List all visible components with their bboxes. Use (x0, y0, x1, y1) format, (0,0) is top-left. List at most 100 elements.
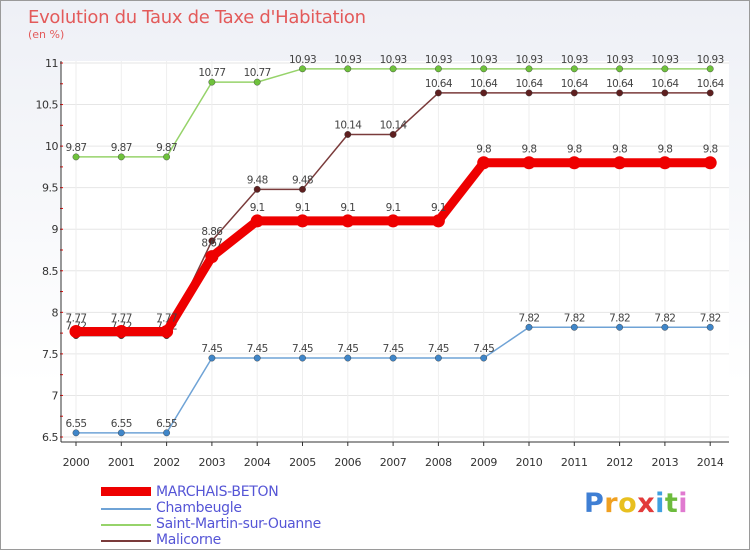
data-label-chambeugle: 7.82 (609, 312, 630, 324)
data-label-marchais-beton: 9.8 (522, 144, 537, 156)
data-label-chambeugle: 6.55 (66, 418, 87, 430)
data-point-marchais-beton (69, 324, 83, 338)
data-label-marchais-beton: 9.8 (567, 144, 582, 156)
data-label-marchais-beton: 8.67 (201, 238, 222, 250)
data-label-malicorne: 10.64 (425, 78, 453, 90)
data-point-chambeugle (616, 323, 623, 331)
y-tick-label: 11 (45, 57, 58, 70)
data-point-saint-martin-sur-ouanne (72, 153, 80, 161)
logo-letter: i (655, 488, 665, 519)
data-point-malicorne (525, 89, 533, 97)
data-label-chambeugle: 7.45 (292, 343, 313, 355)
data-point-marchais-beton (341, 214, 355, 228)
data-point-saint-martin-sur-ouanne (117, 153, 125, 161)
data-label-malicorne: 10.64 (606, 78, 634, 90)
x-tick-label: 2002 (153, 456, 180, 469)
data-point-saint-martin-sur-ouanne (706, 65, 714, 73)
data-label-marchais-beton: 9.1 (295, 202, 310, 214)
data-label-chambeugle: 6.55 (156, 418, 177, 430)
y-tick-label: 10 (45, 140, 58, 153)
data-label-saint-martin-sur-ouanne: 9.87 (156, 142, 177, 154)
plot-area (61, 61, 729, 442)
x-tick-label: 2006 (334, 456, 361, 469)
data-point-marchais-beton (296, 214, 309, 228)
data-label-marchais-beton: 7.77 (156, 312, 177, 324)
data-point-chambeugle (434, 354, 442, 362)
y-tick-label: 8.5 (42, 265, 58, 278)
data-point-malicorne (570, 89, 578, 97)
data-point-saint-martin-sur-ouanne (208, 78, 216, 86)
data-point-chambeugle (525, 323, 533, 331)
data-point-chambeugle (208, 354, 216, 362)
data-point-chambeugle (299, 354, 306, 362)
data-label-saint-martin-sur-ouanne: 10.93 (697, 54, 724, 66)
data-label-saint-martin-sur-ouanne: 10.93 (470, 54, 497, 66)
data-point-marchais-beton (477, 156, 491, 170)
legend-swatch-chambeugle (101, 508, 151, 510)
x-tick-label: 2012 (606, 456, 633, 469)
x-tick-label: 2013 (652, 456, 679, 469)
data-label-marchais-beton: 9.1 (431, 202, 446, 214)
data-label-marchais-beton: 9.8 (657, 144, 672, 156)
data-point-chambeugle (480, 354, 488, 362)
data-point-saint-martin-sur-ouanne (570, 65, 578, 73)
y-tick-label: 7.5 (42, 348, 58, 361)
data-label-malicorne: 8.86 (201, 226, 223, 238)
data-point-malicorne (253, 185, 261, 193)
data-label-malicorne: 10.14 (380, 119, 408, 131)
data-point-marchais-beton (431, 214, 445, 228)
data-label-marchais-beton: 7.77 (66, 312, 87, 324)
data-label-marchais-beton: 9.1 (340, 202, 355, 214)
chart-title: Evolution du Taux de Taxe d'Habitation (28, 7, 366, 28)
y-tick-label: 9.5 (42, 182, 58, 195)
data-label-saint-martin-sur-ouanne: 10.93 (425, 54, 452, 66)
data-label-saint-martin-sur-ouanne: 10.93 (289, 54, 316, 66)
data-label-marchais-beton: 9.8 (703, 144, 718, 156)
data-point-saint-martin-sur-ouanne (163, 153, 171, 161)
data-label-saint-martin-sur-ouanne: 10.93 (334, 54, 361, 66)
data-label-malicorne: 10.64 (515, 78, 543, 90)
data-point-malicorne (616, 89, 623, 97)
data-label-marchais-beton: 9.8 (612, 144, 627, 156)
data-label-chambeugle: 7.45 (201, 343, 222, 355)
legend-swatch-marchais-beton (101, 487, 151, 496)
data-point-marchais-beton (114, 324, 128, 338)
data-point-malicorne (706, 89, 714, 97)
x-tick-label: 2008 (425, 456, 452, 469)
data-label-saint-martin-sur-ouanne: 10.93 (651, 54, 678, 66)
data-point-chambeugle (163, 429, 171, 437)
data-point-malicorne (434, 89, 442, 97)
data-point-saint-martin-sur-ouanne (525, 65, 533, 73)
data-label-malicorne: 10.14 (334, 119, 362, 131)
data-point-marchais-beton (250, 214, 264, 228)
data-point-chambeugle (570, 323, 578, 331)
data-label-chambeugle: 6.55 (111, 418, 132, 430)
proxiti-logo: Proxiti (584, 488, 688, 519)
data-point-marchais-beton (658, 156, 672, 170)
x-tick-label: 2001 (108, 456, 135, 469)
data-label-malicorne: 10.64 (470, 78, 498, 90)
legend-label-saint-martin: Saint-Martin-sur-Ouanne (156, 516, 321, 532)
data-point-chambeugle (117, 429, 125, 437)
x-tick-label: 2000 (63, 456, 90, 469)
data-point-malicorne (480, 89, 488, 97)
data-label-chambeugle: 7.45 (428, 343, 449, 355)
data-point-saint-martin-sur-ouanne (480, 65, 488, 73)
data-label-saint-martin-sur-ouanne: 10.77 (244, 67, 271, 79)
y-tick-label: 6.5 (42, 431, 58, 444)
data-label-chambeugle: 7.82 (654, 312, 675, 324)
data-label-malicorne: 9.48 (247, 174, 268, 186)
data-point-chambeugle (344, 354, 352, 362)
data-point-saint-martin-sur-ouanne (389, 65, 397, 73)
y-tick-label: 7 (52, 389, 59, 402)
y-tick-label: 8 (52, 306, 59, 319)
data-label-saint-martin-sur-ouanne: 10.93 (515, 54, 542, 66)
data-label-chambeugle: 7.82 (700, 312, 721, 324)
y-axis-unit-label: (en %) (28, 28, 65, 41)
data-label-malicorne: 10.64 (697, 78, 725, 90)
data-point-saint-martin-sur-ouanne (253, 78, 261, 86)
data-label-saint-martin-sur-ouanne: 9.87 (66, 142, 87, 154)
data-point-marchais-beton (703, 156, 717, 170)
logo-letter: P (584, 488, 605, 519)
